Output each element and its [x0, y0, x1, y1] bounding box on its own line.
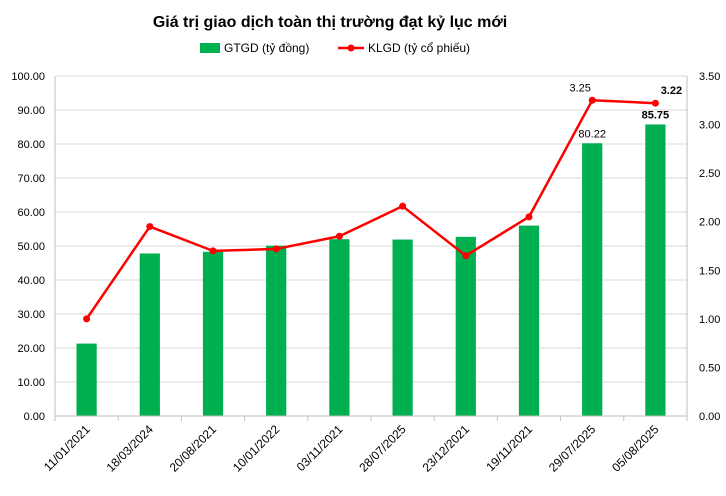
line-point — [209, 247, 217, 255]
x-tick-label: 05/08/2025 — [609, 422, 662, 475]
y-right-tick-label: 0.50 — [699, 362, 720, 374]
bar — [392, 239, 413, 416]
x-axis: 11/01/2021 18/03/2024 20/08/2021 10/01/2022… — [41, 415, 688, 475]
x-tick-label: 29/07/2025 — [546, 422, 599, 475]
x-tick-label: 18/03/2024 — [104, 422, 157, 475]
y-axis-left: 0.00 10.00 20.00 30.00 40.00 50.00 60.00 70.00 8… — [11, 71, 56, 423]
y-left-tick-label: 100.00 — [11, 71, 45, 83]
data-label: 85.75 — [642, 109, 670, 121]
line-point — [272, 245, 280, 253]
y-left-tick-label: 0.00 — [24, 411, 45, 423]
line-series-klgd — [83, 96, 659, 323]
x-tick-label: 20/08/2021 — [167, 422, 220, 475]
y-right-tick-label: 1.50 — [699, 265, 720, 277]
x-tick-label: 11/01/2021 — [41, 422, 93, 474]
data-label: 3.22 — [661, 85, 682, 97]
y-left-tick-label: 50.00 — [17, 241, 45, 253]
legend-marker-klgd — [347, 44, 355, 52]
bar — [139, 253, 160, 416]
bar — [582, 143, 603, 416]
line-point — [146, 223, 154, 231]
y-left-tick-label: 70.00 — [17, 173, 45, 185]
y-axis-right: 0.00 0.50 1.00 1.50 2.00 2.50 3.00 3.50 — [686, 71, 720, 423]
line-point — [83, 315, 91, 323]
y-right-tick-label: 3.50 — [699, 71, 720, 83]
line-point — [588, 96, 596, 104]
bar — [266, 245, 287, 416]
line-point — [651, 99, 659, 107]
x-tick-label: 10/01/2022 — [230, 422, 283, 475]
legend: GTGD (tỷ đồng) KLGD (tỷ cổ phiếu) — [200, 41, 470, 55]
legend-label-gtgd: GTGD (tỷ đồng) — [224, 41, 309, 55]
y-right-tick-label: 3.00 — [699, 120, 720, 132]
line-point — [399, 202, 407, 210]
data-label: 80.22 — [578, 128, 606, 140]
y-right-tick-label: 0.00 — [699, 411, 720, 423]
data-labels: 80.22 85.75 3.25 3.22 — [569, 82, 682, 140]
y-left-tick-label: 90.00 — [17, 105, 45, 117]
x-tick-label: 23/12/2021 — [420, 422, 473, 475]
bar — [518, 225, 540, 416]
bar — [645, 124, 666, 416]
line-point — [462, 252, 470, 260]
x-tick-label: 28/07/2025 — [356, 422, 409, 475]
x-tick-label: 19/11/2021 — [483, 422, 535, 474]
y-left-tick-label: 40.00 — [17, 275, 45, 287]
x-tick-label: 03/11/2021 — [294, 422, 346, 474]
y-left-tick-label: 20.00 — [17, 343, 45, 355]
bar — [202, 251, 224, 416]
y-right-tick-label: 1.00 — [699, 314, 720, 326]
chart-title: Giá trị giao dịch toàn thị trường đạt kỷ… — [153, 14, 507, 31]
bar — [76, 343, 97, 416]
line-point — [335, 232, 343, 240]
series-line — [85, 99, 656, 320]
legend-label-klgd: KLGD (tỷ cổ phiếu) — [368, 41, 470, 55]
y-left-tick-label: 80.00 — [17, 139, 45, 151]
y-left-tick-label: 10.00 — [17, 377, 45, 389]
data-label: 3.25 — [569, 82, 590, 94]
y-left-tick-label: 30.00 — [17, 309, 45, 321]
bar — [329, 239, 350, 416]
legend-swatch-gtgd — [200, 43, 220, 53]
y-right-tick-label: 2.00 — [699, 217, 720, 229]
bar-series-gtgd — [76, 124, 666, 416]
y-left-tick-label: 60.00 — [17, 207, 45, 219]
bar — [455, 236, 476, 416]
y-right-tick-label: 2.50 — [699, 168, 720, 180]
line-point — [525, 213, 533, 221]
